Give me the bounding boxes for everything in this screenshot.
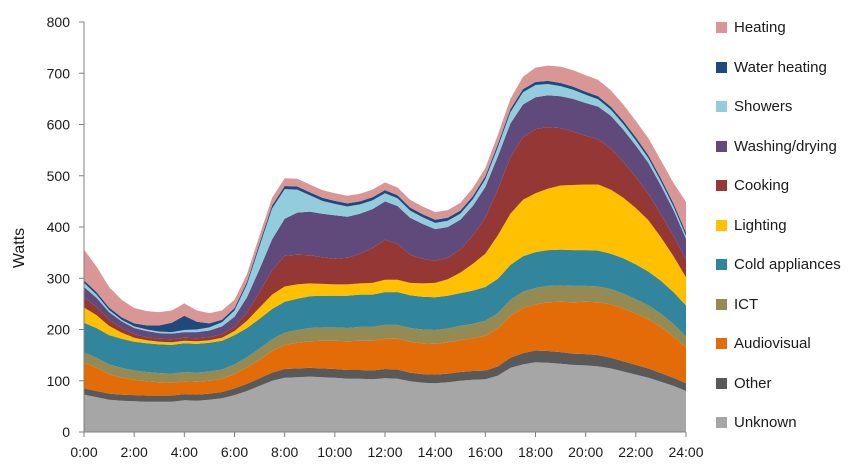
legend-label: Cold appliances bbox=[734, 256, 841, 274]
legend-swatch bbox=[716, 338, 727, 350]
area-series-audiovisual bbox=[84, 301, 686, 396]
area-series-cold-appliances bbox=[84, 249, 686, 374]
y-tick-label: 800 bbox=[47, 14, 71, 30]
legend-item: Audiovisual bbox=[716, 324, 846, 364]
legend-swatch bbox=[716, 219, 727, 231]
legend-label: Cooking bbox=[734, 177, 790, 195]
legend-item: Lighting bbox=[716, 206, 846, 246]
y-tick-label: 300 bbox=[47, 270, 71, 286]
legend-label: ICT bbox=[734, 295, 759, 313]
area-layers bbox=[84, 65, 686, 432]
y-tick-label: 500 bbox=[47, 168, 71, 184]
legend-item: Showers bbox=[716, 87, 846, 127]
x-tick-label: 8:00 bbox=[271, 444, 298, 460]
area-series-ict bbox=[84, 285, 686, 383]
legend-swatch bbox=[716, 61, 727, 73]
legend-label: Other bbox=[734, 374, 772, 392]
y-tick-label: 0 bbox=[62, 424, 70, 440]
legend-item: Washing/drying bbox=[716, 127, 846, 167]
legend-item: Cooking bbox=[716, 166, 846, 206]
legend-label: Lighting bbox=[734, 216, 787, 234]
x-tick-label: 16:00 bbox=[468, 444, 503, 460]
legend-label: Showers bbox=[734, 98, 793, 116]
legend-item: Other bbox=[716, 364, 846, 404]
legend-item: Water heating bbox=[716, 48, 846, 88]
y-tick-label: 400 bbox=[47, 219, 71, 235]
legend-swatch bbox=[716, 259, 727, 271]
y-axis-label: Watts bbox=[11, 228, 28, 268]
legend-item: Unknown bbox=[716, 403, 846, 443]
legend-swatch bbox=[716, 101, 727, 113]
legend-swatch bbox=[716, 417, 727, 429]
x-tick-label: 14:00 bbox=[418, 444, 453, 460]
area-series-washing-drying bbox=[84, 95, 686, 340]
legend-swatch bbox=[716, 180, 727, 192]
legend-swatch bbox=[716, 22, 727, 34]
legend-label: Washing/drying bbox=[734, 137, 837, 155]
legend-item: ICT bbox=[716, 285, 846, 325]
legend-label: Audiovisual bbox=[734, 335, 811, 353]
x-tick-label: 12:00 bbox=[367, 444, 402, 460]
y-tick-label: 700 bbox=[47, 65, 71, 81]
legend: Heating Water heating Showers Washing/dryin… bbox=[716, 8, 846, 443]
x-tick-label: 6:00 bbox=[221, 444, 248, 460]
legend-item: Heating bbox=[716, 8, 846, 48]
area-series-unknown bbox=[84, 362, 686, 432]
area-series-other bbox=[84, 350, 686, 402]
x-tick-label: 20:00 bbox=[568, 444, 603, 460]
area-series-lighting bbox=[84, 184, 686, 345]
legend-label: Water heating bbox=[734, 58, 827, 76]
legend-label: Heating bbox=[734, 19, 786, 37]
legend-swatch bbox=[716, 140, 727, 152]
legend-swatch bbox=[716, 298, 727, 310]
x-tick-label: 0:00 bbox=[70, 444, 97, 460]
x-tick-label: 22:00 bbox=[618, 444, 653, 460]
x-tick-label: 18:00 bbox=[518, 444, 553, 460]
legend-swatch bbox=[716, 377, 727, 389]
y-tick-label: 100 bbox=[47, 373, 71, 389]
legend-label: Unknown bbox=[734, 414, 797, 432]
x-tick-label: 10:00 bbox=[317, 444, 352, 460]
axes: 0 100 200 300 400 500 600 700 800 0:00 2:00 4:00 6:0… bbox=[47, 14, 704, 460]
y-tick-label: 600 bbox=[47, 117, 71, 133]
x-tick-label: 2:00 bbox=[121, 444, 148, 460]
x-tick-label: 4:00 bbox=[171, 444, 198, 460]
y-tick-label: 200 bbox=[47, 322, 71, 338]
x-tick-label: 24:00 bbox=[668, 444, 703, 460]
area-series-cooking bbox=[84, 127, 686, 343]
legend-item: Cold appliances bbox=[716, 245, 846, 285]
